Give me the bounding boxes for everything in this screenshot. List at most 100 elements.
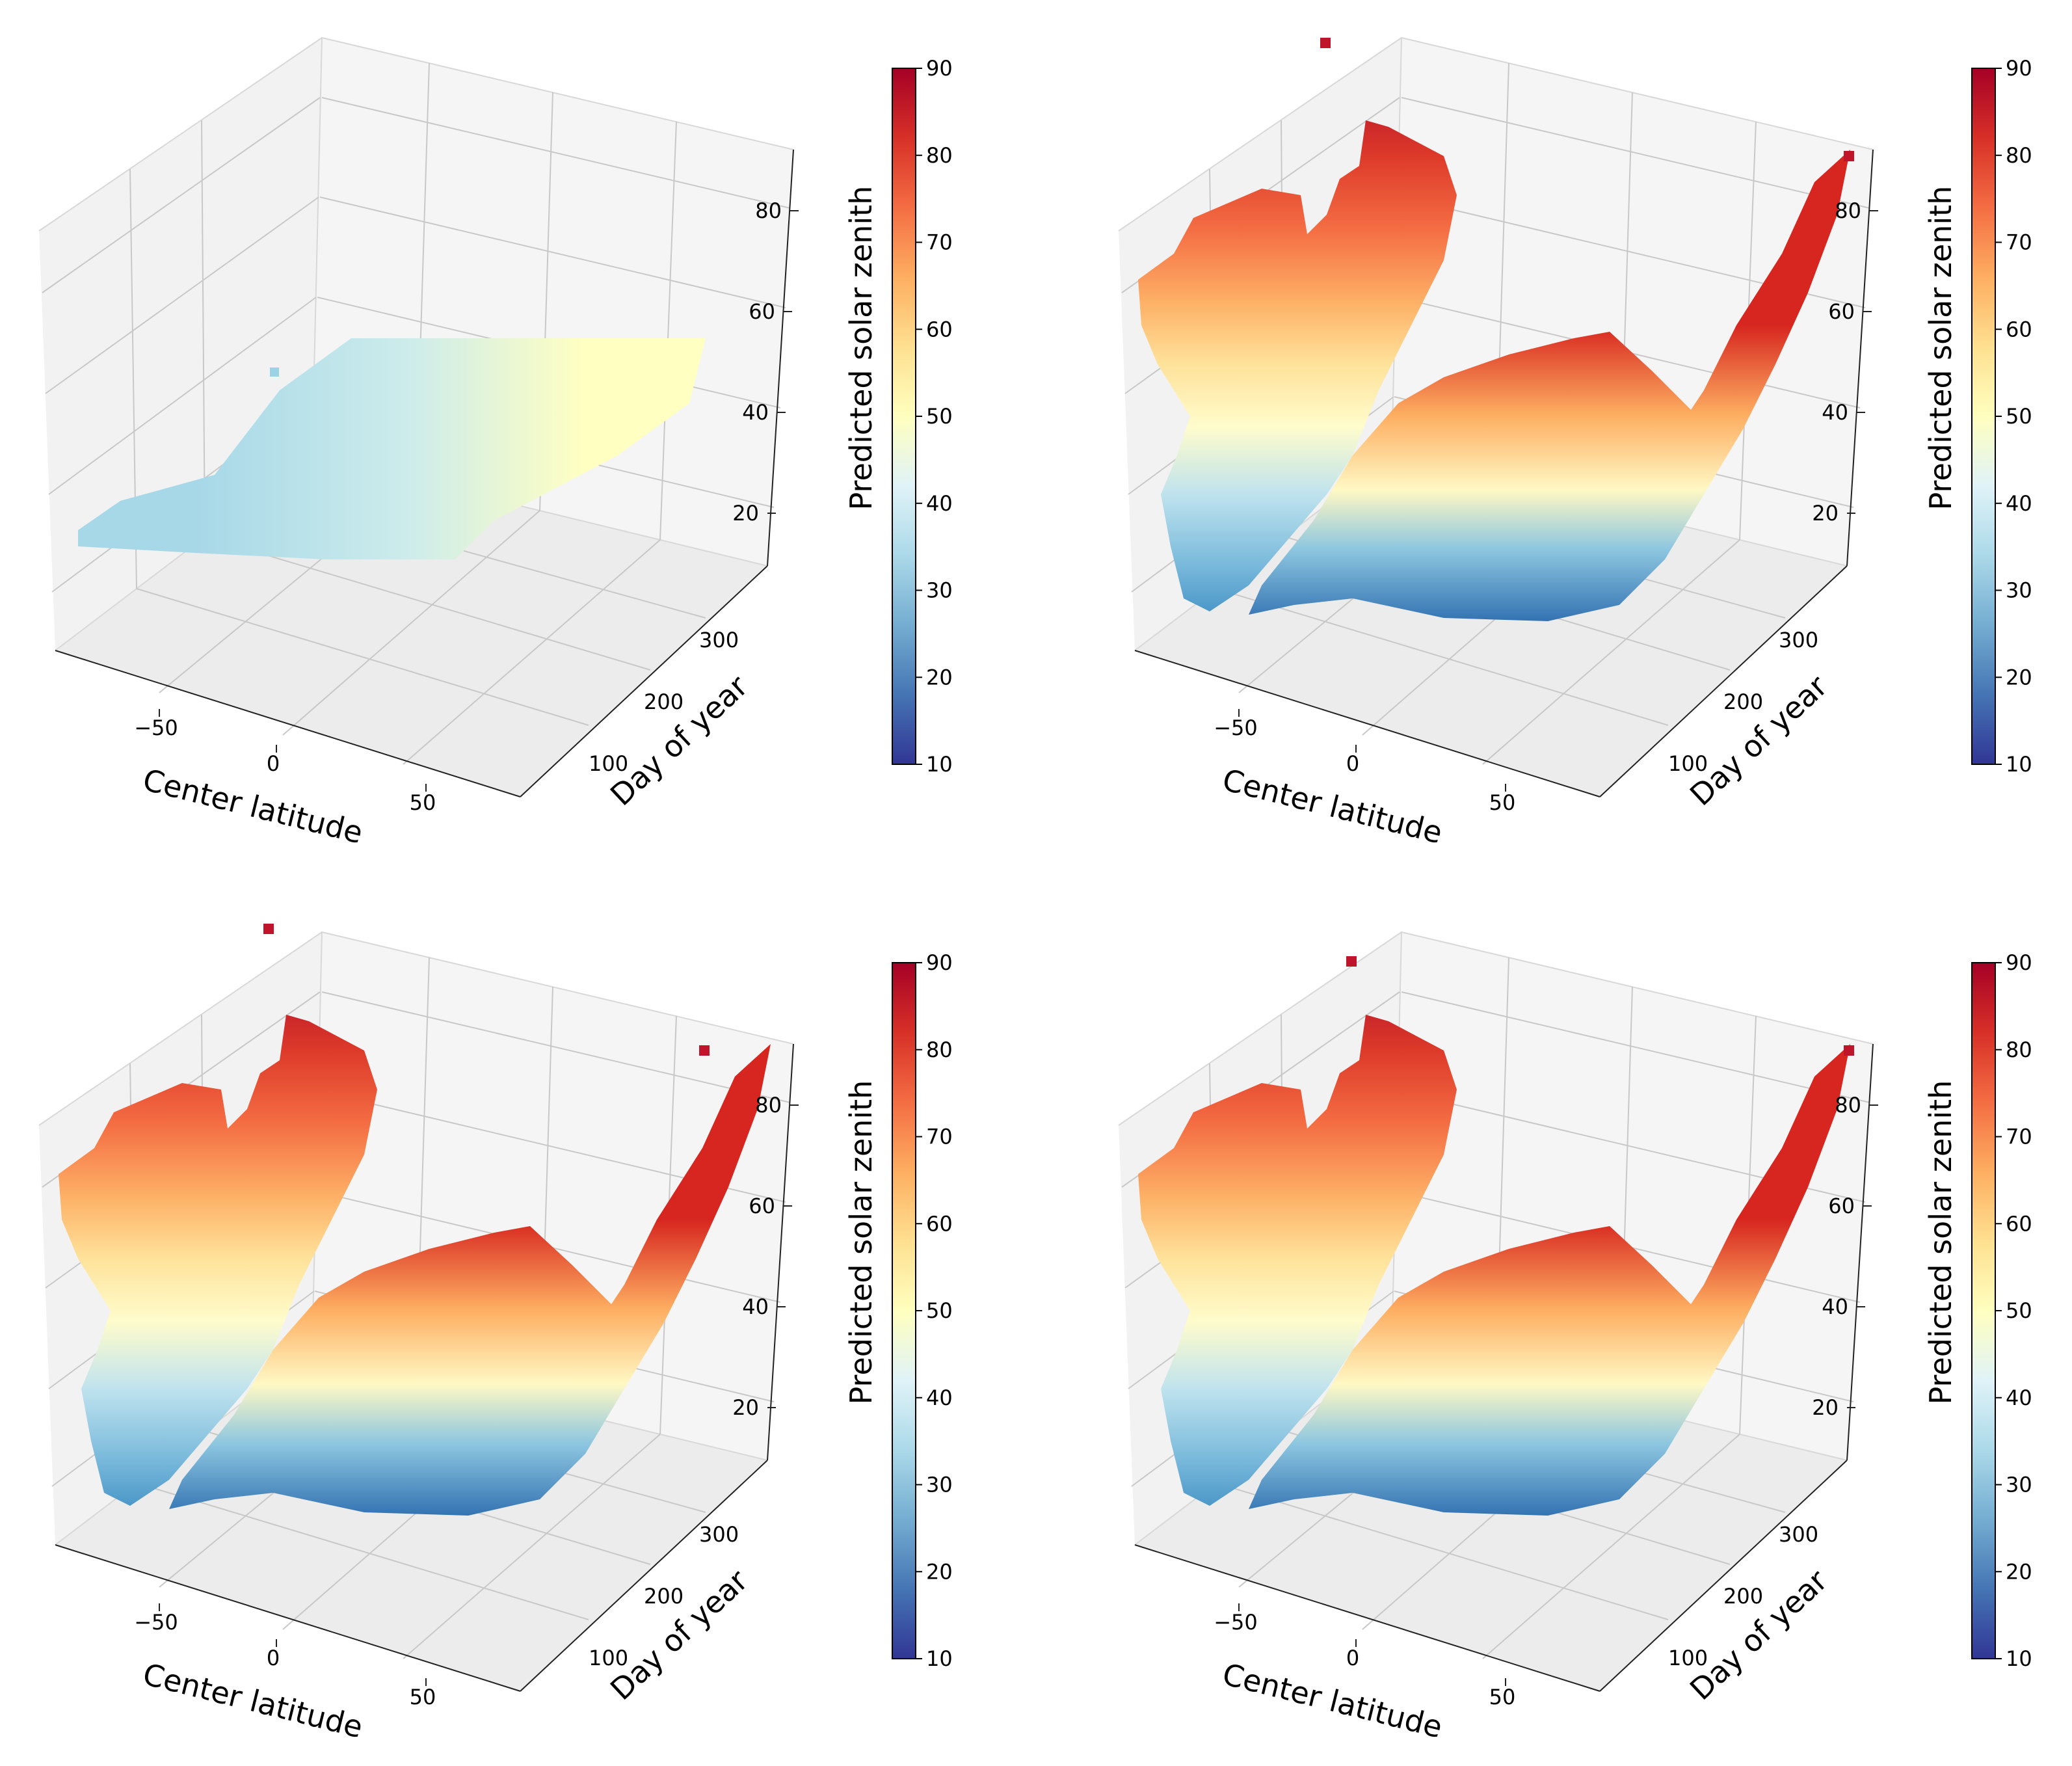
colorbar-tick-label: 10 [2006, 1646, 2032, 1671]
x-tick-label: −50 [134, 716, 178, 740]
x-axis-label: Center latitude [140, 762, 367, 850]
colorbar-tick-label: 70 [2006, 1125, 2032, 1149]
surface [78, 338, 706, 559]
z-axis-label: Predicted solar zenith [843, 186, 879, 511]
x-tick-label: −50 [1214, 716, 1258, 740]
z-tick-label: 40 [1822, 1294, 1848, 1319]
x-tick-label: −50 [1214, 1610, 1258, 1635]
surface-left-lobe [59, 1015, 377, 1506]
surface-left-lobe [1138, 1015, 1457, 1506]
surface [1138, 38, 1854, 621]
colorbar-tick-label: 50 [926, 1298, 953, 1323]
z-tick-label: 80 [1835, 1093, 1861, 1117]
colorbar-tick-label: 70 [926, 1125, 953, 1149]
colorbar [892, 68, 916, 765]
x-tick-label: 0 [1346, 751, 1359, 776]
colorbar-tick-label: 50 [926, 404, 953, 429]
z-tick-label: 60 [1828, 1194, 1855, 1218]
z-tick-label: 20 [732, 1395, 759, 1420]
y-tick-label: 100 [589, 1646, 628, 1670]
surface [59, 924, 771, 1516]
colorbar-tick-label: 40 [926, 491, 953, 516]
colorbar-tick-label: 60 [926, 1211, 953, 1236]
y-tick-label: 100 [1668, 751, 1708, 776]
colorbar-tick-label: 60 [2006, 317, 2032, 341]
y-tick-label: 200 [1723, 689, 1763, 714]
colorbar-tick-label: 30 [926, 578, 953, 603]
z-tick-label: 20 [1812, 1395, 1839, 1420]
panel-top-right [1118, 37, 1874, 797]
x-tick-label: 50 [1489, 1685, 1516, 1709]
surface-right-lobe [169, 1044, 771, 1516]
surface [1138, 956, 1854, 1516]
z-tick-label: 60 [749, 1194, 775, 1218]
y-tick-label: 100 [1668, 1646, 1708, 1670]
y-tick-label: 100 [589, 751, 628, 776]
panel-bottom-left [38, 924, 794, 1692]
colorbar [1971, 962, 1996, 1659]
colorbar-tick-label: 80 [2006, 143, 2032, 168]
colorbar-tick-label: 60 [2006, 1211, 2032, 1236]
y-tick-label: 200 [644, 1584, 684, 1609]
surface-flat [78, 338, 706, 559]
x-axis-label: Center latitude [140, 1656, 367, 1745]
colorbar-tick-label: 90 [2006, 56, 2032, 81]
colorbar-tick-label: 20 [926, 665, 953, 689]
z-axis-label: Predicted solar zenith [843, 1080, 879, 1405]
z-axis-label: Predicted solar zenith [1923, 186, 1958, 511]
colorbar-tick-label: 10 [926, 752, 953, 777]
z-tick-label: 40 [742, 1294, 769, 1319]
panel-top-left [38, 37, 794, 797]
z-tick-label: 80 [1835, 198, 1861, 223]
colorbar-tick-label: 20 [926, 1559, 953, 1584]
x-axis-label: Center latitude [1219, 1656, 1446, 1745]
colorbar [892, 962, 916, 1659]
colorbar-tick-label: 50 [2006, 404, 2032, 429]
colorbar-tick-label: 70 [926, 230, 953, 255]
z-tick-label: 80 [755, 198, 782, 223]
x-tick-label: 0 [1346, 1646, 1359, 1670]
y-tick-label: 200 [1723, 1584, 1763, 1609]
colorbar-tick-label: 40 [926, 1385, 953, 1410]
x-tick-label: 50 [410, 790, 436, 815]
surface-left-lobe [1138, 120, 1457, 611]
colorbar-tick-label: 10 [926, 1646, 953, 1671]
z-tick-label: 60 [1828, 299, 1855, 324]
x-tick-label: 0 [267, 1646, 280, 1670]
colorbar-tick-label: 30 [926, 1473, 953, 1497]
z-tick-label: 20 [732, 501, 759, 526]
surface-right-lobe [1249, 1044, 1850, 1516]
colorbar-tick-label: 40 [2006, 491, 2032, 516]
y-tick-label: 300 [1779, 1522, 1818, 1547]
colorbar-tick-label: 80 [926, 1037, 953, 1062]
colorbar-tick-label: 20 [2006, 1559, 2032, 1584]
x-tick-label: 0 [267, 751, 280, 776]
colorbar-tick-label: 10 [2006, 752, 2032, 777]
colorbar-tick-label: 80 [2006, 1037, 2032, 1062]
z-tick-label: 60 [749, 299, 775, 324]
z-tick-label: 40 [742, 400, 769, 425]
colorbar-tick-label: 30 [2006, 578, 2032, 603]
colorbar-tick-label: 40 [2006, 1385, 2032, 1410]
x-axis-label: Center latitude [1219, 762, 1446, 850]
colorbar-tick-label: 30 [2006, 1473, 2032, 1497]
z-tick-label: 40 [1822, 400, 1848, 425]
y-tick-label: 300 [1779, 628, 1818, 652]
y-tick-label: 300 [699, 628, 739, 652]
colorbar-tick-label: 90 [926, 950, 953, 975]
z-axis-label: Predicted solar zenith [1923, 1080, 1958, 1405]
z-tick-label: 80 [755, 1093, 782, 1117]
x-tick-label: −50 [134, 1610, 178, 1635]
y-tick-label: 300 [699, 1522, 739, 1547]
y-tick-label: 200 [644, 689, 684, 714]
colorbar-tick-label: 70 [2006, 230, 2032, 255]
panel-bottom-right [1118, 931, 1874, 1692]
colorbar-tick-label: 90 [2006, 950, 2032, 975]
colorbar-tick-label: 50 [2006, 1298, 2032, 1323]
z-tick-label: 20 [1812, 501, 1839, 526]
colorbar-tick-label: 80 [926, 143, 953, 168]
surface-right-lobe [1249, 150, 1850, 621]
x-tick-label: 50 [410, 1685, 436, 1709]
colorbar-tick-label: 20 [2006, 665, 2032, 689]
